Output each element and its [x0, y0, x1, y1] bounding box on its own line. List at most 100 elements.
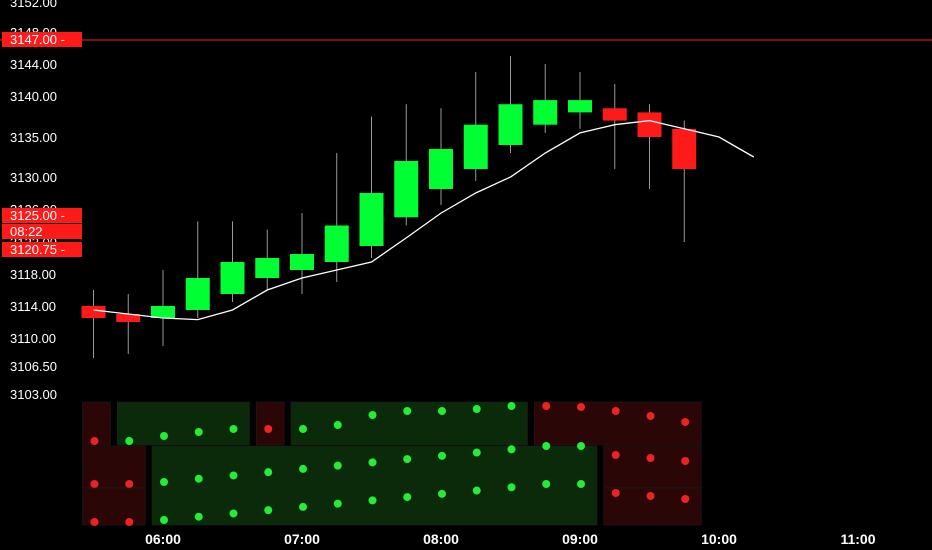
indicator-dot-bear [577, 403, 585, 411]
indicator-dot-bull [299, 425, 307, 433]
candle-body-bull [463, 124, 488, 169]
x-tick-label: 07:00 [284, 531, 320, 547]
indicator-dot-bull [194, 428, 203, 436]
y-tick-label: 3152.00 [10, 0, 57, 10]
indicator-dot-bull [507, 402, 516, 410]
indicator-dot-bear [681, 495, 690, 503]
indicator-dot-bull [542, 442, 551, 450]
indicator-dot-bear [646, 454, 655, 462]
indicator-dot-bull [542, 480, 551, 488]
y-tick-label: 3118.00 [10, 267, 56, 282]
indicator-dot-bull [194, 512, 203, 521]
price-tag-label: 3125.00 - [10, 208, 65, 223]
candle-body-bear [116, 314, 141, 322]
indicator-dot-bull [264, 468, 273, 477]
indicator-dot-bull [160, 432, 168, 440]
indicator-dot-bull [333, 499, 342, 508]
indicator-dot-bull [438, 451, 446, 460]
candle-body-bear [602, 108, 627, 121]
indicator-dot-bear [125, 518, 134, 526]
y-tick-label: 3144.00 [10, 57, 57, 72]
indicator-dot-bear [90, 518, 99, 526]
indicator-dot-bear [681, 418, 690, 426]
candle-body-bull [151, 306, 175, 318]
indicator-dot-bull [229, 425, 238, 433]
x-tick-label: 11:00 [840, 531, 875, 547]
moving-average-line [93, 119, 755, 321]
indicator-dot-bear [90, 437, 99, 445]
indicator-dot-bull [577, 442, 585, 450]
candle-body-bull [359, 193, 384, 246]
indicator-dot-bull [438, 489, 446, 498]
candle-body-bull [324, 225, 349, 262]
price-tag [2, 242, 82, 257]
candle-body-bull [533, 100, 558, 125]
x-tick-label: 10:00 [701, 531, 737, 547]
indicator-dot-bear [264, 425, 273, 433]
indicator-dot-bull [507, 483, 516, 492]
indicator-segment-bear [534, 401, 702, 446]
indicator-dot-bear [646, 492, 655, 500]
indicator-dot-bear [125, 480, 134, 488]
indicator-dot-bear [611, 407, 620, 415]
indicator-dot-bull [333, 421, 342, 429]
indicator-dot-bull [160, 516, 168, 524]
x-tick-label: 08:00 [423, 531, 459, 547]
indicator-dot-bear [542, 402, 551, 410]
price-tag [2, 224, 82, 239]
candle-body-bull [498, 104, 523, 145]
moving-average [93, 119, 755, 321]
price-tag [2, 208, 82, 223]
y-tick-label: 3114.00 [10, 299, 56, 314]
price-tag-label: 3147.00 - [10, 32, 65, 47]
y-tick-label: 3130.00 [10, 170, 57, 185]
x-tick-label: 09:00 [562, 531, 598, 547]
indicator-segment-bear [603, 445, 702, 489]
candle-body-bull [429, 149, 453, 189]
indicator-dot-bull [299, 502, 307, 511]
indicator-dot-bull [472, 486, 481, 495]
indicator-dot-bull [403, 493, 412, 502]
price-tag [2, 32, 82, 47]
indicator-dot-bull [472, 448, 481, 457]
candles [81, 56, 697, 358]
candle-body-bear [672, 128, 697, 169]
indicator-dot-bull [194, 474, 203, 483]
indicator-dot-bull [264, 506, 273, 515]
indicator-dot-bull [299, 464, 307, 473]
candle-body-bull [185, 278, 210, 310]
price-tag-label: 08:22 [10, 224, 43, 239]
price-tag-label: 3120.75 - [10, 242, 65, 257]
indicator-dot-bull [229, 509, 238, 518]
y-tick-label: 3135.00 [10, 130, 57, 145]
indicator-segment-bear [256, 401, 285, 446]
indicator-segment-bull [151, 445, 598, 489]
indicator-dot-bull [472, 405, 481, 413]
indicator-dot-bull [438, 407, 446, 415]
indicator-dot-bear [611, 489, 620, 497]
time-axis: 06:00 07:00 08:00 09:00 10:00 11:00 [145, 531, 876, 547]
indicator-dot-bear [646, 412, 655, 420]
y-tick-label: 3110.00 [10, 331, 56, 346]
indicator-dot-bear [611, 451, 620, 459]
indicator-dot-bull [125, 437, 134, 445]
candle-body-bull [568, 100, 592, 113]
indicator-dot-bull [333, 461, 342, 470]
indicator-dot-bull [160, 478, 168, 486]
y-tick-label: 3106.50 [10, 359, 57, 374]
indicator-dot-bull [507, 445, 516, 454]
indicator-dot-bull [368, 458, 377, 467]
indicator-segment-bull [151, 487, 598, 526]
candle-body-bear [637, 112, 662, 137]
x-tick-label: 06:00 [145, 531, 181, 547]
y-tick-label: 3103.00 [10, 387, 57, 402]
indicator-dot-bull [403, 455, 412, 464]
indicator-dot-bull [577, 480, 585, 488]
candle-body-bull [394, 161, 419, 218]
indicator-segment-bull [117, 401, 250, 446]
candle-body-bull [290, 254, 314, 270]
candle-body-bull [255, 258, 280, 278]
indicator-dot-bear [90, 480, 99, 488]
indicator-dot-bull [229, 471, 238, 480]
